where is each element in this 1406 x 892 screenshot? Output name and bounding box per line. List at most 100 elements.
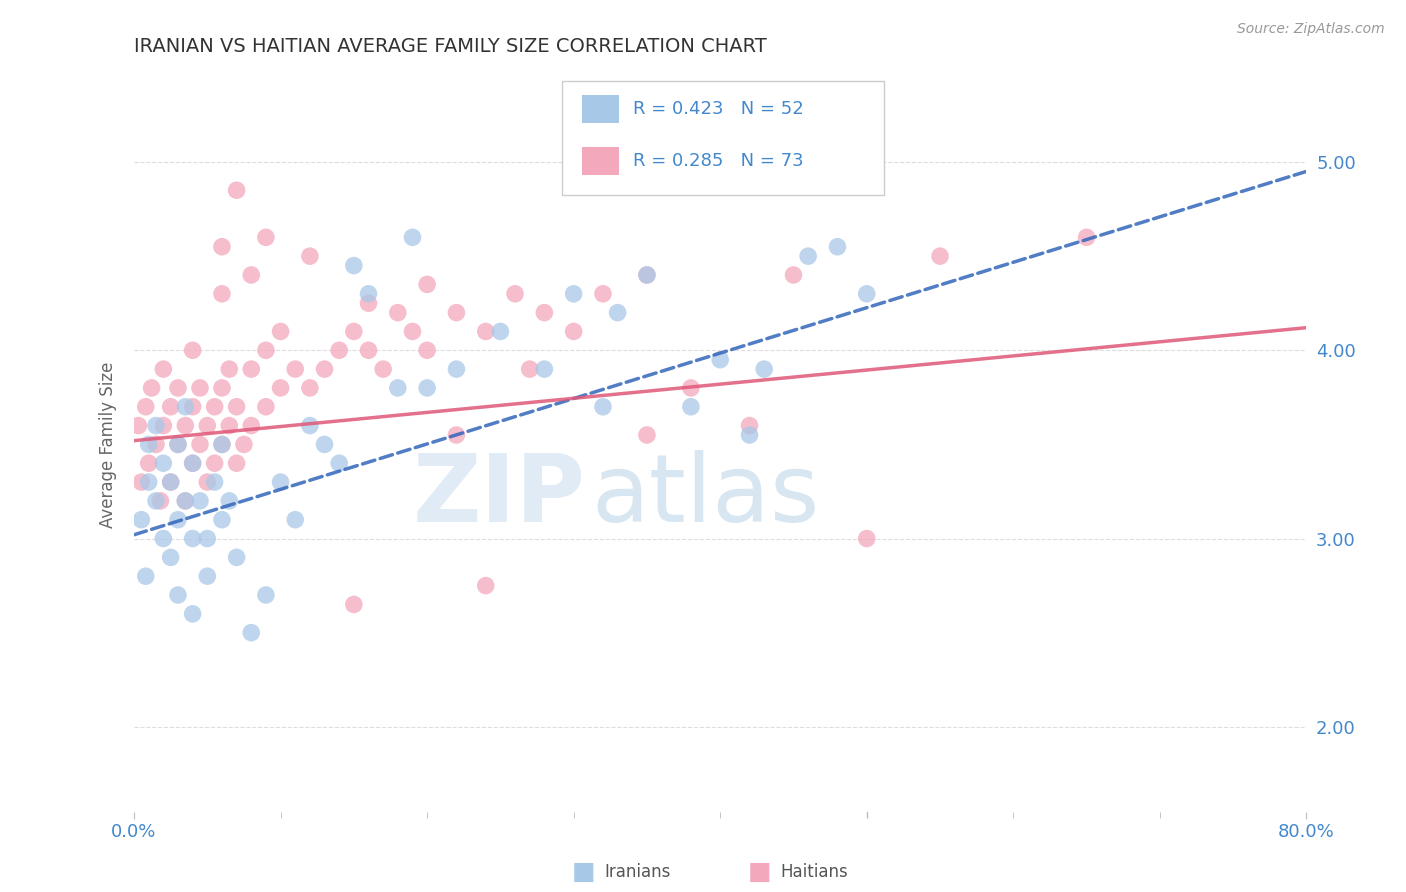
Text: Source: ZipAtlas.com: Source: ZipAtlas.com xyxy=(1237,22,1385,37)
Point xyxy=(474,579,496,593)
Point xyxy=(141,381,163,395)
Point xyxy=(328,343,350,358)
Bar xyxy=(582,95,620,123)
Point xyxy=(738,428,761,442)
Point xyxy=(159,550,181,565)
Point xyxy=(135,400,157,414)
Point xyxy=(489,325,512,339)
Point xyxy=(167,437,190,451)
Point xyxy=(416,381,439,395)
Point xyxy=(254,400,277,414)
Point xyxy=(284,362,307,376)
Point xyxy=(373,362,395,376)
Point xyxy=(225,550,247,565)
Point xyxy=(204,456,226,470)
Point xyxy=(270,475,292,489)
Point xyxy=(636,268,658,282)
Point xyxy=(240,418,263,433)
Point xyxy=(188,381,211,395)
Point xyxy=(254,343,277,358)
Point xyxy=(127,418,149,433)
Point xyxy=(167,381,190,395)
Point xyxy=(211,381,233,395)
Point xyxy=(188,437,211,451)
Point xyxy=(174,418,197,433)
Point xyxy=(328,456,350,470)
Point xyxy=(855,532,877,546)
Point xyxy=(343,598,366,612)
Point xyxy=(167,437,190,451)
Point xyxy=(240,362,263,376)
Point xyxy=(145,437,167,451)
Point xyxy=(152,456,174,470)
Point xyxy=(797,249,820,263)
Point xyxy=(284,513,307,527)
Point xyxy=(138,456,160,470)
Point xyxy=(181,400,204,414)
Point xyxy=(181,456,204,470)
Point xyxy=(174,400,197,414)
Point xyxy=(401,230,423,244)
Point xyxy=(138,437,160,451)
Point xyxy=(738,418,761,433)
Point xyxy=(357,343,380,358)
Point xyxy=(152,418,174,433)
Point xyxy=(145,494,167,508)
Point xyxy=(782,268,804,282)
Point xyxy=(298,418,321,433)
Text: IRANIAN VS HAITIAN AVERAGE FAMILY SIZE CORRELATION CHART: IRANIAN VS HAITIAN AVERAGE FAMILY SIZE C… xyxy=(134,37,766,56)
Point xyxy=(204,400,226,414)
Point xyxy=(254,588,277,602)
Point xyxy=(211,437,233,451)
Point xyxy=(174,494,197,508)
Y-axis label: Average Family Size: Average Family Size xyxy=(100,361,117,527)
Point xyxy=(314,362,336,376)
Text: Iranians: Iranians xyxy=(605,863,671,881)
Point xyxy=(225,400,247,414)
Point xyxy=(1076,230,1098,244)
Bar xyxy=(582,147,620,175)
Point xyxy=(218,494,240,508)
Point xyxy=(592,400,614,414)
Point xyxy=(149,494,172,508)
Point xyxy=(606,305,628,319)
Text: atlas: atlas xyxy=(592,450,820,541)
Point xyxy=(138,475,160,489)
Point xyxy=(533,305,555,319)
Text: Haitians: Haitians xyxy=(780,863,848,881)
Point xyxy=(679,400,702,414)
Point xyxy=(159,400,181,414)
Point xyxy=(270,381,292,395)
Point xyxy=(195,532,218,546)
Point xyxy=(145,418,167,433)
Point xyxy=(195,475,218,489)
Point xyxy=(218,362,240,376)
Text: ■: ■ xyxy=(572,861,595,884)
Point xyxy=(131,513,153,527)
FancyBboxPatch shape xyxy=(562,81,884,194)
Point xyxy=(152,532,174,546)
Point xyxy=(270,325,292,339)
Point xyxy=(211,513,233,527)
Point xyxy=(188,494,211,508)
Point xyxy=(167,588,190,602)
Point xyxy=(225,183,247,197)
Point xyxy=(855,286,877,301)
Point xyxy=(232,437,254,451)
Point xyxy=(636,268,658,282)
Point xyxy=(254,230,277,244)
Point xyxy=(387,305,409,319)
Point xyxy=(314,437,336,451)
Text: R = 0.285   N = 73: R = 0.285 N = 73 xyxy=(634,152,804,170)
Point xyxy=(357,296,380,310)
Point xyxy=(225,456,247,470)
Point xyxy=(240,268,263,282)
Point xyxy=(387,381,409,395)
Point xyxy=(167,513,190,527)
Point xyxy=(343,325,366,339)
Point xyxy=(131,475,153,489)
Point xyxy=(211,240,233,254)
Point xyxy=(343,259,366,273)
Point xyxy=(533,362,555,376)
Point xyxy=(592,286,614,301)
